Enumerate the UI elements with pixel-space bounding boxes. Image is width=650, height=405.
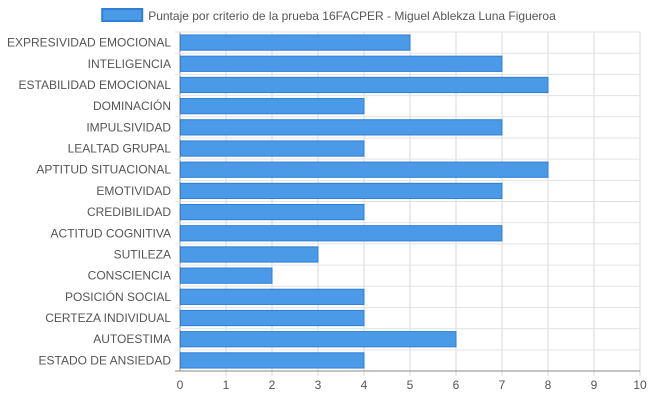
category-label: DOMINACIÓN — [93, 98, 171, 113]
bar[interactable] — [180, 182, 503, 200]
x-tick-label: 10 — [633, 378, 647, 392]
category-label: ESTABILIDAD EMOCIONAL — [19, 78, 172, 92]
x-tick-label: 0 — [177, 378, 184, 392]
bar[interactable] — [180, 76, 549, 94]
bar[interactable] — [180, 352, 365, 369]
bar[interactable] — [180, 55, 503, 72]
bar[interactable] — [180, 225, 503, 242]
bar[interactable] — [180, 246, 319, 263]
category-label: ESTADO DE ANSIEDAD — [39, 353, 172, 367]
bar[interactable] — [180, 119, 503, 136]
bar[interactable] — [180, 288, 365, 305]
category-label: AUTOESTIMA — [93, 332, 171, 346]
category-label: APTITUD SITUACIONAL — [36, 163, 171, 177]
category-label: ACTITUD COGNITIVA — [51, 226, 171, 240]
category-label: INTELIGENCIA — [88, 57, 171, 71]
category-label: EMOTIVIDAD — [96, 184, 171, 198]
x-tick-label: 2 — [269, 378, 276, 392]
x-tick-label: 7 — [499, 378, 506, 392]
x-tick-label: 1 — [223, 378, 230, 392]
category-label: IMPULSIVIDAD — [86, 120, 171, 134]
bar[interactable] — [180, 140, 365, 157]
category-label: EXPRESIVIDAD EMOCIONAL — [7, 36, 171, 50]
category-label: LEALTAD GRUPAL — [68, 142, 172, 156]
category-label: CONSCIENCIA — [88, 269, 171, 283]
bar[interactable] — [180, 98, 365, 115]
x-tick-label: 6 — [453, 378, 460, 392]
category-label: SUTILEZA — [114, 247, 171, 261]
bar[interactable] — [180, 203, 365, 221]
bar[interactable] — [180, 309, 365, 327]
category-label: CERTEZA INDIVIDUAL — [45, 311, 171, 325]
category-label: POSICIÓN SOCIAL — [65, 289, 171, 304]
legend-label: Puntaje por criterio de la prueba 16FACP… — [148, 9, 556, 23]
category-label: CREDIBILIDAD — [87, 205, 171, 219]
bar[interactable] — [180, 34, 411, 51]
legend-swatch[interactable] — [101, 8, 144, 22]
bar[interactable] — [180, 331, 457, 348]
x-tick-label: 5 — [407, 378, 414, 392]
bar[interactable] — [180, 267, 273, 284]
x-tick-label: 3 — [315, 378, 322, 392]
x-tick-label: 9 — [591, 378, 598, 392]
x-tick-label: 4 — [361, 378, 368, 392]
bar[interactable] — [180, 161, 549, 178]
x-tick-label: 8 — [545, 378, 552, 392]
